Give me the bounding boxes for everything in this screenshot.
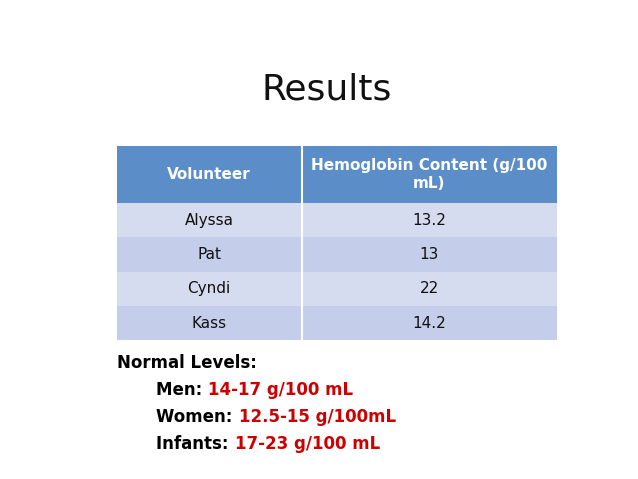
Text: Hemoglobin Content (g/100
mL): Hemoglobin Content (g/100 mL) [311,159,547,191]
Text: Cyndi: Cyndi [188,282,231,297]
Text: 17-23 g/100 mL: 17-23 g/100 mL [235,435,380,453]
Bar [117,146,557,203]
Text: 12.5-15 g/100mL: 12.5-15 g/100mL [239,408,396,426]
Bar [117,272,557,306]
Text: 14-17 g/100 mL: 14-17 g/100 mL [209,381,353,399]
Text: 13.2: 13.2 [412,213,446,228]
Text: Normal Levels:: Normal Levels: [117,354,256,372]
Text: 13: 13 [420,247,439,262]
Text: Results: Results [262,72,392,106]
Text: Kass: Kass [191,316,226,331]
Text: 14.2: 14.2 [412,316,446,331]
Bar [117,238,557,272]
Text: Infants:: Infants: [156,435,235,453]
Text: Women:: Women: [156,408,239,426]
Text: Men:: Men: [156,381,209,399]
Text: Alyssa: Alyssa [185,213,234,228]
Text: 22: 22 [420,282,439,297]
Text: Volunteer: Volunteer [167,167,251,182]
Text: Pat: Pat [197,247,221,262]
Bar [117,306,557,341]
Bar [117,203,557,238]
